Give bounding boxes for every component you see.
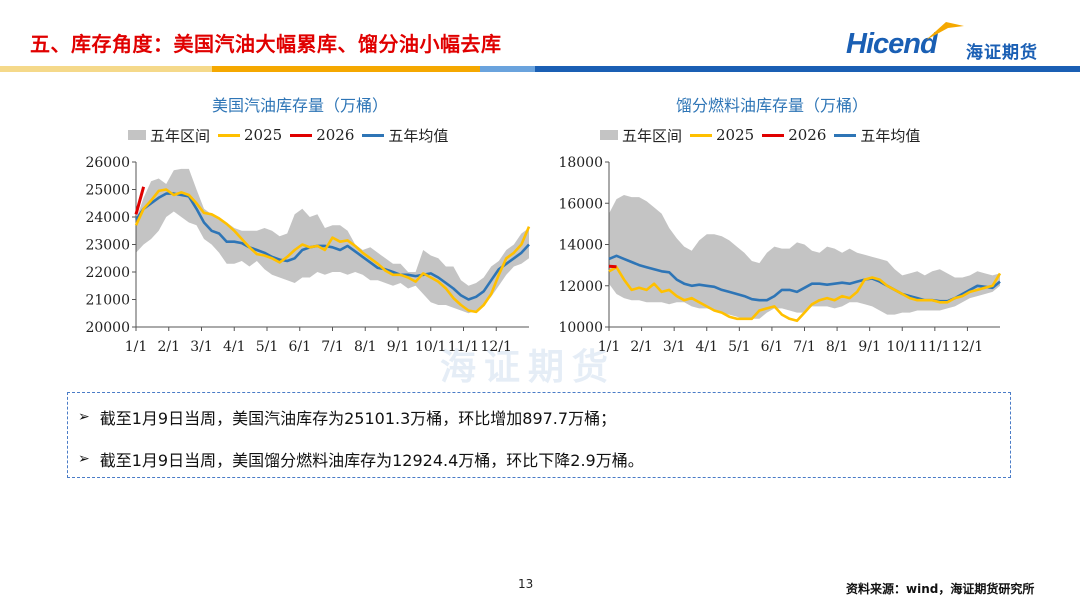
- watermark: 海证期货: [440, 347, 617, 388]
- legend-item-2026: 2026: [762, 126, 826, 144]
- legend-label-avg: 五年均值: [388, 126, 449, 145]
- logo-swoosh-icon: [926, 22, 964, 40]
- legend-item-2025: 2025: [690, 126, 754, 144]
- legend-swatch-2026: [290, 133, 313, 137]
- x-tick-label: 7/1: [321, 339, 344, 355]
- series-line-2026: [134, 186, 146, 215]
- x-tick-label: 6/1: [288, 339, 311, 355]
- x-tick-label: 1/1: [598, 339, 621, 355]
- legend-label-2026: 2026: [316, 126, 355, 144]
- legend-swatch-2025: [218, 133, 241, 137]
- y-tick-label: 23000: [85, 238, 130, 254]
- slide-title: 五、库存角度：美国汽油大幅累库、馏分油小幅去库: [30, 32, 502, 56]
- legend-item-2026: 2026: [290, 126, 354, 144]
- x-tick-label: 3/1: [190, 339, 213, 355]
- series-line-2026: [608, 264, 617, 269]
- legend-item-2025: 2025: [218, 126, 282, 144]
- note-distillate-text: 截至1月9日当周，美国馏分燃料油库存为12924.4万桶，环比下降2.9万桶。: [99, 451, 644, 470]
- source-note: 资料来源：wind，海证期货研究所: [846, 582, 1035, 596]
- y-tick-label: 21000: [85, 293, 130, 309]
- series-line-five-year-avg: [134, 192, 530, 301]
- x-tick-label: 12/1: [952, 339, 983, 355]
- x-tick-label: 10/1: [415, 339, 446, 355]
- x-tick-label: 5/1: [256, 339, 279, 355]
- y-tick-label: 22000: [85, 265, 130, 281]
- x-tick-label: 1/1: [125, 339, 148, 355]
- x-tick-label: 12/1: [481, 339, 512, 355]
- logo-hi: Hi: [846, 28, 874, 60]
- legend-swatch-avg: [362, 133, 385, 137]
- x-tick-label: 3/1: [663, 339, 686, 355]
- y-tick-label: 20000: [85, 320, 130, 336]
- bullet-arrow-icon: ➢: [78, 409, 90, 425]
- gasoline-chart-title: 美国汽油库存量（万桶）: [211, 96, 388, 115]
- legend-swatch-2026: [762, 133, 785, 137]
- page-number: 13: [518, 577, 534, 591]
- legend-item-avg: 五年均值: [362, 125, 448, 146]
- legend-label-2026: 2026: [788, 126, 827, 144]
- band-segment-1: [0, 66, 212, 72]
- x-tick-label: 6/1: [761, 339, 784, 355]
- legend-item-avg: 五年均值: [834, 125, 920, 146]
- x-tick-label: 9/1: [858, 339, 881, 355]
- gasoline-inventory-chart: 20000 21000 22000 23000 24000 25000 26000 1/1 2/…: [85, 155, 531, 355]
- distillate-chart-title: 馏分燃料油库存量（万桶）: [675, 96, 868, 115]
- five-year-range-area: [609, 195, 1000, 319]
- y-tick-label: 25000: [85, 183, 130, 199]
- summary-notes-box: ➢ 截至1月9日当周，美国汽油库存为25101.3万桶，环比增加897.7万桶；…: [67, 392, 1011, 478]
- x-tick-label: 10/1: [887, 339, 918, 355]
- legend-label-avg: 五年均值: [860, 126, 921, 145]
- distillate-legend: 五年区间 2025 2026 五年均值: [600, 124, 928, 146]
- x-tick-label: 11/1: [448, 339, 479, 355]
- logo-cn-text: 海证期货: [966, 43, 1038, 63]
- y-tick-label: 26000: [85, 155, 130, 171]
- legend-swatch-avg: [834, 133, 857, 137]
- legend-item-range: 五年区间: [600, 125, 682, 146]
- x-tick-label: 2/1: [630, 339, 653, 355]
- note-gasoline: ➢ 截至1月9日当周，美国汽油库存为25101.3万桶，环比增加897.7万桶；: [78, 405, 616, 429]
- brand-logo: Hicend 海证期货: [846, 20, 1056, 66]
- band-segment-5: [535, 66, 1080, 72]
- note-distillate: ➢ 截至1月9日当周，美国馏分燃料油库存为12924.4万桶，环比下降2.9万桶…: [78, 447, 644, 471]
- x-tick-label: 4/1: [223, 339, 246, 355]
- band-segment-2: [212, 66, 320, 72]
- band-segment-3: [320, 66, 480, 72]
- x-tick-label: 7/1: [793, 339, 816, 355]
- y-tick-label: 12000: [558, 279, 603, 295]
- legend-label-range: 五年区间: [622, 126, 683, 145]
- legend-label-range: 五年区间: [150, 126, 211, 145]
- y-tick-label: 16000: [558, 196, 603, 212]
- note-gasoline-text: 截至1月9日当周，美国汽油库存为25101.3万桶，环比增加897.7万桶；: [99, 409, 617, 428]
- series-line-2025: [134, 188, 531, 314]
- legend-item-range: 五年区间: [128, 125, 210, 146]
- logo-cend: cend: [873, 28, 938, 60]
- y-tick-label: 18000: [558, 155, 603, 171]
- x-tick-label: 4/1: [695, 339, 718, 355]
- legend-label-2025: 2025: [716, 126, 755, 144]
- legend-swatch-range: [600, 130, 618, 140]
- series-line-2025: [608, 265, 1002, 323]
- x-tick-label: 8/1: [354, 339, 377, 355]
- x-tick-label: 5/1: [728, 339, 751, 355]
- y-tick-label: 24000: [85, 210, 130, 226]
- y-tick-label: 10000: [558, 320, 603, 336]
- x-tick-label: 9/1: [387, 339, 410, 355]
- five-year-range-area: [136, 168, 529, 314]
- band-segment-4: [480, 66, 535, 72]
- legend-swatch-2025: [690, 133, 713, 137]
- legend-label-2025: 2025: [244, 126, 283, 144]
- distillate-inventory-chart: 10000 12000 14000 16000 18000 1/1 2/1 3/1 4/1 5/1…: [558, 155, 1002, 355]
- x-tick-label: 2/1: [157, 339, 180, 355]
- y-tick-label: 14000: [558, 238, 603, 254]
- legend-swatch-range: [128, 130, 146, 140]
- logo-wordmark: Hicend: [846, 28, 938, 61]
- x-tick-label: 8/1: [826, 339, 849, 355]
- x-tick-label: 11/1: [919, 339, 950, 355]
- bullet-arrow-icon: ➢: [78, 451, 90, 467]
- gasoline-legend: 五年区间 2025 2026 五年均值: [128, 124, 456, 146]
